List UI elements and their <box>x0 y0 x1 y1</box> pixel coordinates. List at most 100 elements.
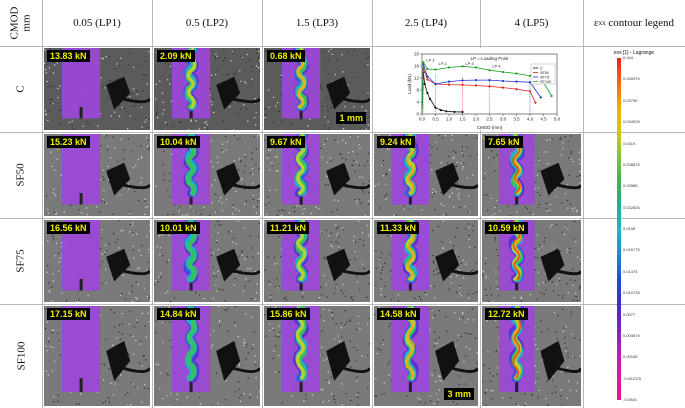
dic-photo: 0.68 kN 1 mm <box>264 48 370 130</box>
y-tick-label: 0 <box>416 112 419 117</box>
legend-entry: SF50 <box>540 71 549 75</box>
legend-entry: SF100 <box>540 80 551 84</box>
column-header: 0.05 (LP1) <box>73 17 121 29</box>
legend-entry: C <box>540 67 543 71</box>
x-tick-label: 5.0 <box>554 117 561 122</box>
series-line-sf50 <box>421 68 536 115</box>
series-point-sf100 <box>550 94 553 98</box>
series-point-c <box>445 110 448 113</box>
y-tick-label: 12 <box>414 76 420 81</box>
x-tick-label: 0.5 <box>432 117 439 122</box>
load-label: 10.01 kN <box>157 222 200 234</box>
photo-svg <box>374 306 478 406</box>
contour-tick-label: 0.01375 <box>623 268 638 274</box>
load-label: 9.67 kN <box>267 136 305 148</box>
dic-photo: 2.09 kN <box>154 48 260 130</box>
dic-photo: 15.23 kN <box>44 134 150 216</box>
grid-vline <box>152 0 153 408</box>
dic-photo: 13.83 kN <box>44 48 150 130</box>
series-point-sf75 <box>474 79 478 82</box>
load-label: 12.72 kN <box>485 308 528 320</box>
x-axis-label: CMOD (mm) <box>477 125 503 130</box>
dic-photo: 9.67 kN <box>264 134 370 216</box>
corner-header: CMOD mm <box>0 0 42 46</box>
series-point-sf75 <box>434 82 437 86</box>
legend-entry: SF75 <box>540 76 549 80</box>
series-point-sf100 <box>501 70 505 74</box>
column-header: 4 (LP5) <box>514 17 549 29</box>
y-tick-label: 8 <box>416 88 419 93</box>
legend-header-post: contour legend <box>605 17 675 29</box>
load-label: 17.15 kN <box>47 308 90 320</box>
series-line-sf75 <box>421 64 542 115</box>
x-tick-label: 4.5 <box>540 117 547 122</box>
photo-svg <box>482 306 581 406</box>
contour-tick-label: 0.016775 <box>623 247 640 253</box>
lp-annotation: LP 3 <box>466 61 475 66</box>
grid-vline <box>262 0 263 408</box>
contour-tick-label: 0.0319 <box>623 140 636 146</box>
load-label: 9.24 kN <box>377 136 415 148</box>
contour-tick-label: 0.0198 <box>623 226 636 231</box>
x-tick-label: 3.0 <box>500 117 507 122</box>
load-label: 10.59 kN <box>485 222 528 234</box>
x-tick-label: 1.0 <box>446 117 453 122</box>
dic-photo: 12.72 kN <box>482 306 581 406</box>
lp-annotation: LP 4 <box>493 64 502 69</box>
dic-photo: 7.65 kN <box>482 134 581 216</box>
contour-legend-title: exx [1] - Lagrange <box>613 50 655 56</box>
series-point-sf100 <box>488 69 491 72</box>
x-tick-label: 3.5 <box>513 117 520 122</box>
grid-hline <box>0 304 685 305</box>
load-label: 11.33 kN <box>377 222 420 234</box>
dic-photo: 11.33 kN <box>374 220 478 302</box>
load-label: 7.65 kN <box>485 136 523 148</box>
lp-annotation: LP 2 <box>439 61 448 66</box>
series-point-c <box>426 91 429 95</box>
dic-photo: 10.01 kN <box>154 220 260 302</box>
y-tick-label: 20 <box>414 52 420 57</box>
contour-tick-label: 0.040975 <box>623 76 640 82</box>
series-point-sf50 <box>461 83 464 86</box>
series-point-sf75 <box>426 75 429 78</box>
load-label: 15.23 kN <box>47 136 90 148</box>
load-label: 16.56 kN <box>47 222 90 234</box>
contour-tick-label: 0.044 <box>623 55 634 60</box>
grid-vline <box>480 0 481 408</box>
contour-tick-label: 0.00165 <box>623 354 638 360</box>
dic-photo: 10.59 kN <box>482 220 581 302</box>
load-label: 14.84 kN <box>157 308 200 320</box>
series-point-sf100 <box>447 66 451 69</box>
chart-svg: 0.0 0.5 1.0 1.5 2.0 2.5 3.0 3.5 4.0 4.5 5.0 0 4 8 12 16… <box>407 52 561 131</box>
load-cmod-chart: 0.0 0.5 1.0 1.5 2.0 2.5 3.0 3.5 4.0 4.5 5.0 0 4 8 12 16… <box>374 48 581 130</box>
dic-photo: 11.21 kN <box>264 220 370 302</box>
photo-svg <box>264 48 370 130</box>
photo-svg <box>154 306 260 406</box>
y-axis-label: Load (kN) <box>407 74 412 94</box>
series-point-sf50 <box>488 85 491 88</box>
series-point-sf75 <box>447 80 451 83</box>
series-point-sf75 <box>488 79 491 82</box>
series-point-sf100 <box>528 74 532 77</box>
x-tick-label: 2.0 <box>473 117 480 122</box>
legend-header-pre: ε <box>593 17 599 29</box>
photo-svg <box>264 134 370 216</box>
row-label: SF50 <box>0 132 42 218</box>
photo-svg <box>44 306 150 406</box>
load-label: 2.09 kN <box>157 50 195 62</box>
series-point-sf100 <box>515 72 518 75</box>
series-point-sf50 <box>474 84 478 87</box>
y-tick-label: 4 <box>416 100 419 105</box>
grid-hline <box>0 46 685 47</box>
corner-header-text: CMOD mm <box>8 6 33 40</box>
photo-svg <box>264 306 370 406</box>
series-point-sf75 <box>501 79 505 83</box>
series-point-sf100 <box>422 61 425 64</box>
lp-annotation: LP 1 <box>426 58 435 63</box>
scale-bar-label: 3 mm <box>444 388 474 400</box>
series-point-sf75 <box>539 96 542 99</box>
contour-tick-label: 0.010725 <box>623 290 640 296</box>
series-point-sf50 <box>447 83 451 86</box>
contour-tick-label: 0.004675 <box>623 332 640 338</box>
